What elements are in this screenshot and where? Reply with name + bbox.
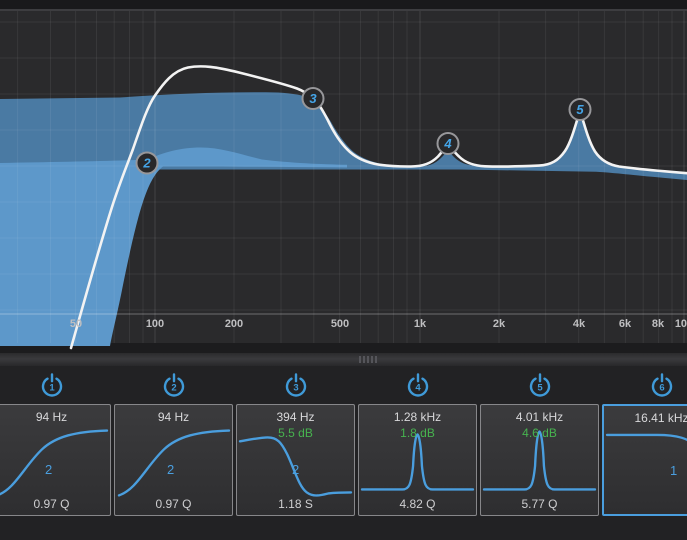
power-icon	[529, 377, 550, 397]
freq-tick-50: 50	[70, 318, 82, 330]
band-5-q-value: 5.77 Q	[521, 497, 558, 511]
band-1-slope-label: 2	[45, 462, 53, 477]
band-3-marker[interactable]: 3	[301, 87, 325, 110]
band-2-panel[interactable]: 94 Hz 2 0.97 Q	[114, 404, 233, 516]
band-controls-section: 1 94 Hz 2 0.97 Q	[0, 366, 687, 540]
band-5-gain-value: 4.6 dB	[522, 426, 557, 440]
band-2-marker[interactable]: 2	[135, 151, 159, 175]
freq-tick-6k: 6k	[619, 318, 632, 330]
grid-major-vertical	[154, 11, 685, 343]
band-3-panel[interactable]: 394 Hz 5.5 dB 2 1.18 S	[236, 404, 355, 516]
panel-divider[interactable]	[0, 353, 687, 366]
band-5-column: 5 4.01 kHz 4.6 dB 5.77 Q	[480, 366, 599, 516]
band-1-frequency-value: 94 Hz	[35, 410, 68, 424]
band-4-q-value: 4.82 Q	[399, 497, 436, 511]
freq-tick-100: 100	[146, 318, 164, 330]
band-1-panel[interactable]: 94 Hz 2 0.97 Q	[0, 404, 111, 516]
band-4-frequency-value: 1.28 kHz	[393, 410, 442, 424]
freq-tick-500: 500	[331, 318, 349, 330]
band-6-panel[interactable]: 16.41 kHz 1	[602, 404, 687, 516]
band-6-frequency-value: 16.41 kHz	[634, 411, 687, 425]
grid-minor-vertical	[17, 11, 673, 343]
band-1-power-button[interactable]: 1	[38, 366, 66, 404]
band-4-power-button[interactable]: 4	[404, 366, 432, 404]
svg-text:3: 3	[293, 383, 298, 394]
band-6-power-button[interactable]: 6	[648, 366, 676, 404]
band-3-power-button[interactable]: 3	[282, 366, 310, 404]
freq-tick-2k: 2k	[493, 318, 506, 330]
freq-tick-1k: 1k	[414, 318, 427, 330]
freq-tick-10k: 10k	[675, 318, 687, 330]
band-5-power-button[interactable]: 5	[526, 366, 554, 404]
band-2-curve-thumbnail	[117, 429, 231, 497]
band-6-column: 6 16.41 kHz 1	[602, 366, 687, 516]
band-3-slope-label: 2	[292, 462, 300, 477]
freq-tick-200: 200	[225, 318, 243, 330]
band-5-panel[interactable]: 4.01 kHz 4.6 dB 5.77 Q	[480, 404, 599, 516]
band-4-column: 4 1.28 kHz 1.8 dB 4.82 Q	[358, 366, 477, 516]
grid-horizontal	[0, 21, 687, 311]
band-5-frequency-value: 4.01 kHz	[515, 410, 564, 424]
band-2-q-value: 0.97 Q	[155, 497, 192, 511]
power-icon	[41, 377, 62, 397]
svg-text:1: 1	[49, 383, 55, 394]
band-4-curve-thumbnail	[360, 433, 475, 491]
svg-text:5: 5	[537, 383, 543, 394]
band-6-curve-thumbnail	[605, 433, 687, 442]
band-3-frequency-value: 394 Hz	[276, 410, 315, 424]
freq-tick-4k: 4k	[573, 318, 586, 330]
power-icon	[651, 377, 672, 397]
band-2-column: 2 94 Hz 2 0.97 Q	[114, 366, 233, 516]
drag-handle-icon[interactable]	[356, 356, 380, 363]
band-2-slope-label: 2	[167, 462, 175, 477]
power-icon	[163, 377, 184, 397]
svg-text:2: 2	[171, 383, 176, 394]
eq-total-response-curve	[69, 65, 687, 350]
band-4-gain-value: 1.8 dB	[400, 426, 435, 440]
band-6-slope-label: 1	[670, 463, 678, 478]
band-3-gain-value: 5.5 dB	[278, 426, 313, 440]
band-2-power-button[interactable]: 2	[160, 366, 188, 404]
band-3-q-value: 1.18 S	[278, 497, 313, 511]
svg-text:2: 2	[142, 156, 151, 171]
svg-text:6: 6	[659, 383, 664, 394]
power-icon	[285, 377, 306, 397]
graph-top-strip	[0, 0, 687, 11]
band-1-curve-thumbnail	[0, 429, 109, 496]
svg-text:5: 5	[576, 102, 584, 117]
band-4-marker[interactable]: 4	[436, 132, 460, 155]
power-icon	[407, 377, 428, 397]
band-4-panel[interactable]: 1.28 kHz 1.8 dB 4.82 Q	[358, 404, 477, 516]
freq-tick-8k: 8k	[652, 318, 665, 330]
band-3-column: 3 394 Hz 5.5 dB 2 1.18 S	[236, 366, 355, 516]
band-5-marker[interactable]: 5	[568, 98, 592, 121]
eq-response-graph[interactable]: 2 3 4 5 50 100 200 500 1k 2k 4k 6k 8k 10…	[0, 0, 687, 353]
svg-text:4: 4	[415, 383, 421, 394]
band-1-column: 1 94 Hz 2 0.97 Q	[0, 366, 111, 516]
svg-text:4: 4	[443, 136, 452, 151]
band-3-curve-thumbnail	[238, 436, 353, 497]
svg-text:3: 3	[309, 91, 317, 106]
band-5-curve-thumbnail	[482, 430, 597, 491]
band-1-q-value: 0.97 Q	[33, 497, 70, 511]
band-2-frequency-value: 94 Hz	[157, 410, 190, 424]
